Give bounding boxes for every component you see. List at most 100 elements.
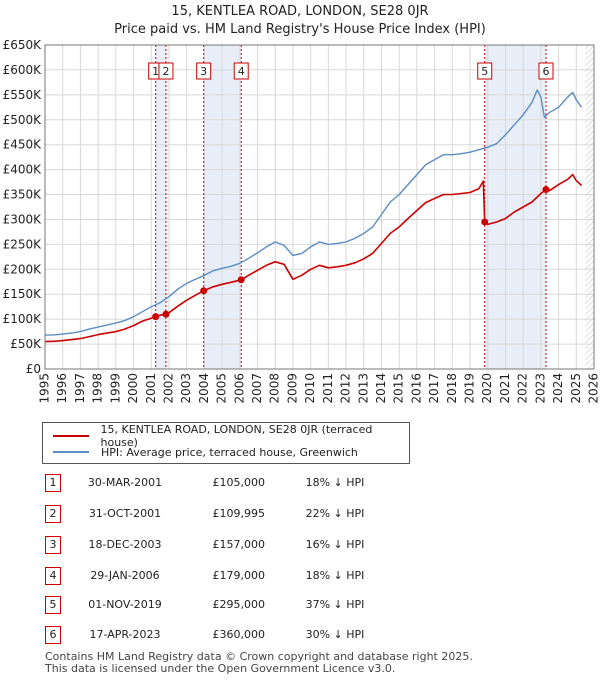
transaction-price: £157,000	[212, 538, 266, 551]
x-tick-label: 1996	[55, 373, 69, 404]
transaction-hpi-diff: 30% ↓ HPI	[305, 628, 365, 641]
transaction-date: 29-JAN-2006	[90, 569, 160, 582]
x-tick-label: 1999	[108, 373, 122, 404]
marker-box-border	[158, 62, 174, 80]
y-tick-label: £300K	[3, 212, 43, 226]
y-tick-label: £0	[26, 362, 41, 376]
y-tick-label: £250K	[3, 237, 43, 251]
marker-box-number: 3	[200, 65, 207, 78]
x-tick-label: 2000	[126, 373, 140, 404]
marker-label-box: 3	[196, 62, 212, 80]
marker-label-box: 5	[477, 62, 493, 80]
chart-subtitle: Price paid vs. HM Land Registry's House …	[114, 22, 486, 37]
hpi-series-line	[44, 89, 583, 336]
marker-box-number: 6	[543, 65, 550, 78]
sale-point	[162, 310, 170, 318]
x-tick-label: 2019	[463, 373, 477, 404]
sale-point	[542, 186, 550, 194]
y-tick-label: £200K	[3, 262, 43, 276]
x-tick-label: 2024	[551, 373, 565, 404]
x-tick-label: 2001	[144, 373, 158, 404]
marker-box-number: 1	[152, 65, 159, 78]
y-tick-label: £400K	[3, 163, 43, 177]
marker-label-box: 4	[233, 62, 249, 80]
x-tick-label: 2020	[480, 373, 494, 404]
x-tick-label: 2015	[392, 373, 406, 404]
marker-box-number: 2	[162, 65, 169, 78]
marker-box-border	[538, 62, 554, 80]
ownership-band	[155, 45, 166, 369]
transaction-row: 4 29-JAN-2006 £179,000 18% ↓ HPI	[0, 567, 600, 587]
transaction-price: £179,000	[212, 569, 266, 582]
transaction-number-badge: 1	[45, 474, 61, 492]
transaction-date: 01-NOV-2019	[88, 598, 162, 611]
x-tick-label: 2010	[303, 373, 317, 404]
marker-label-box: 6	[538, 62, 554, 80]
x-tick-label: 2017	[427, 373, 441, 404]
y-tick-label: £600K	[3, 63, 43, 77]
transaction-number-badge: 6	[45, 626, 61, 644]
transaction-hpi-diff: 18% ↓ HPI	[305, 569, 365, 582]
chart-legend: 15, KENTLEA ROAD, LONDON, SE28 0JR (terr…	[42, 422, 410, 464]
x-tick-label: 2018	[445, 373, 459, 404]
x-tick-label: 2011	[321, 373, 335, 404]
x-tick-label: 2021	[498, 373, 512, 404]
sale-point	[237, 276, 245, 284]
marker-box-number: 5	[481, 65, 488, 78]
marker-box-border	[196, 62, 212, 80]
chart-title: 15, KENTLEA ROAD, LONDON, SE28 0JR	[171, 4, 429, 19]
transaction-hpi-diff: 37% ↓ HPI	[305, 598, 365, 611]
transaction-row: 2 31-OCT-2001 £109,995 22% ↓ HPI	[0, 505, 600, 525]
y-tick-label: £450K	[3, 138, 43, 152]
x-tick-label: 2012	[339, 373, 353, 404]
transaction-row: 5 01-NOV-2019 £295,000 37% ↓ HPI	[0, 596, 600, 616]
x-tick-label: 2002	[161, 373, 175, 404]
y-tick-label: £350K	[3, 188, 43, 202]
x-tick-label: 2004	[197, 373, 211, 404]
transaction-hpi-diff: 18% ↓ HPI	[305, 476, 365, 489]
marker-box-number: 4	[238, 65, 245, 78]
transaction-number-badge: 5	[45, 596, 61, 614]
price-chart: 1 2 3 4 5 6 £0 £50K £100K £150K £200K £250K £300K £35…	[3, 38, 600, 404]
x-tick-label: 2016	[409, 373, 423, 404]
sale-point	[200, 287, 208, 295]
x-tick-label: 2023	[533, 373, 547, 404]
x-tick-label: 2026	[587, 373, 600, 404]
x-tick-label: 2007	[250, 373, 264, 404]
transaction-price: £105,000	[212, 476, 266, 489]
x-tick-label: 2014	[374, 373, 388, 404]
sale-point	[152, 313, 160, 321]
forecast-hatch-area	[585, 45, 594, 369]
transaction-date: 17-APR-2023	[89, 628, 161, 641]
y-tick-label: £50K	[10, 337, 42, 351]
legend-label-hpi: HPI: Average price, terraced house, Gree…	[101, 445, 358, 459]
hpi-line-swatch	[53, 451, 89, 453]
y-tick-label: £550K	[3, 88, 43, 102]
legend-item-price-paid: 15, KENTLEA ROAD, LONDON, SE28 0JR (terr…	[53, 423, 409, 449]
y-tick-label: £150K	[3, 287, 43, 301]
x-tick-label: 1998	[91, 373, 105, 404]
footer-licence: This data is licensed under the Open Gov…	[45, 662, 396, 675]
marker-box-border	[233, 62, 249, 80]
x-tick-label: 2013	[356, 373, 370, 404]
x-tick-label: 1997	[73, 373, 87, 404]
x-tick-label: 2003	[179, 373, 193, 404]
x-tick-label: 2005	[215, 373, 229, 404]
transaction-row: 6 17-APR-2023 £360,000 30% ↓ HPI	[0, 626, 600, 646]
transaction-hpi-diff: 16% ↓ HPI	[305, 538, 365, 551]
y-tick-label: £100K	[3, 312, 43, 326]
x-tick-label: 2009	[285, 373, 299, 404]
sale-point	[481, 218, 489, 226]
x-tick-label: 2006	[232, 373, 246, 404]
transaction-number-badge: 4	[45, 567, 61, 585]
footer-copyright: Contains HM Land Registry data © Crown c…	[45, 650, 473, 663]
transaction-number-badge: 3	[45, 536, 61, 554]
transaction-row: 1 30-MAR-2001 £105,000 18% ↓ HPI	[0, 474, 600, 494]
legend-label-price-paid: 15, KENTLEA ROAD, LONDON, SE28 0JR (terr…	[100, 423, 373, 449]
transaction-price: £295,000	[212, 598, 266, 611]
transaction-date: 30-MAR-2001	[87, 476, 163, 489]
transaction-hpi-diff: 22% ↓ HPI	[305, 507, 365, 520]
transaction-price: £109,995	[212, 507, 266, 520]
price-paid-line-swatch	[53, 435, 89, 437]
ownership-band	[484, 45, 547, 369]
